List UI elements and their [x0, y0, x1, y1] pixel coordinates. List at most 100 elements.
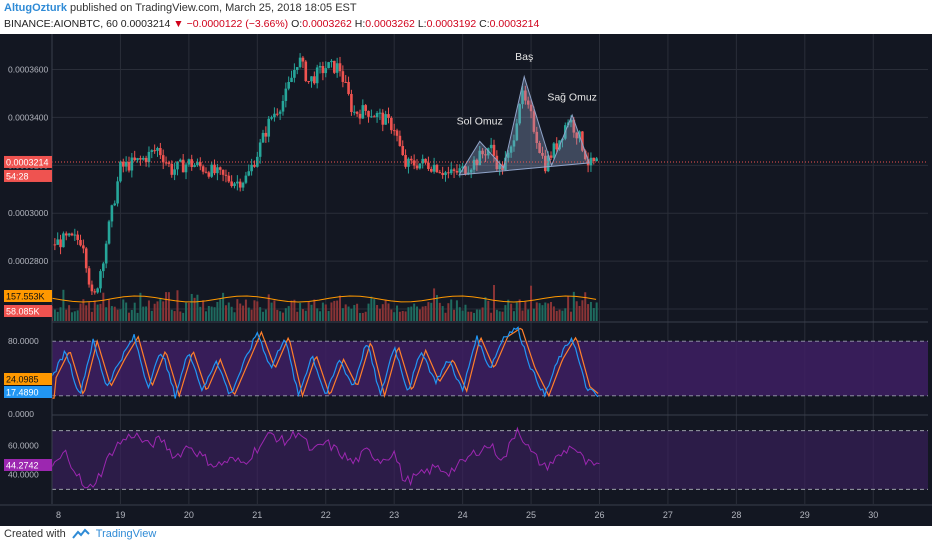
volume-bar: [581, 300, 584, 321]
volume-bar: [284, 308, 287, 321]
price-axis-background: [0, 34, 52, 504]
volume-bar: [336, 300, 339, 321]
candle-body: [170, 163, 174, 175]
volume-bar: [384, 299, 387, 321]
candle-body: [532, 111, 536, 132]
candle-body: [372, 116, 376, 118]
volume-bar: [219, 299, 222, 321]
candle-body: [298, 57, 302, 68]
volume-bar: [316, 308, 319, 321]
candle-body: [427, 162, 430, 169]
candle-body: [281, 100, 285, 112]
candle-body: [526, 100, 530, 105]
volume-bar: [481, 307, 484, 321]
volume-bar: [475, 309, 478, 321]
candle-body: [144, 157, 148, 163]
candle-body: [230, 181, 233, 187]
candle-body: [341, 71, 345, 82]
change-value: −0.0000122 (−3.66%): [186, 18, 289, 30]
candle-body: [59, 239, 62, 248]
volume-bar: [564, 308, 567, 321]
candle-body: [589, 157, 593, 166]
volume-bar: [136, 312, 139, 321]
candle-body: [198, 162, 202, 167]
candle-body: [358, 113, 362, 119]
volume-bar: [156, 301, 159, 321]
volume-bar: [281, 312, 284, 321]
volume-bar: [179, 311, 182, 321]
volume-badge-text: 58.085K: [6, 307, 40, 317]
candle-body: [395, 130, 399, 136]
candle-body: [455, 170, 459, 173]
candle-body: [424, 158, 427, 163]
candle-body: [333, 60, 336, 73]
volume-bar: [145, 306, 148, 321]
candle-body: [469, 169, 473, 173]
volume-bar: [93, 300, 96, 321]
candle-body: [327, 62, 330, 69]
rsi-tick-label: 40.0000: [8, 470, 39, 480]
volume-bar: [130, 309, 133, 321]
volume-bar: [170, 309, 173, 321]
candle-body: [586, 159, 590, 166]
candle-body: [184, 164, 188, 173]
volume-bar: [264, 309, 267, 321]
volume-bar: [441, 306, 444, 321]
volume-bar: [90, 311, 93, 321]
candle-body: [284, 88, 288, 101]
volume-bar: [455, 300, 458, 321]
candle-body: [161, 155, 165, 163]
volume-bar: [430, 302, 433, 321]
volume-bar: [290, 300, 293, 321]
volume-bar: [224, 305, 227, 321]
candle-body: [381, 112, 385, 125]
volume-bar: [105, 307, 108, 321]
candle-body: [130, 157, 134, 171]
volume-bar: [153, 303, 156, 321]
candle-body: [96, 288, 99, 293]
tradingview-link[interactable]: TradingView: [95, 528, 157, 540]
candle-body: [572, 119, 576, 133]
time-tick-label: 21: [252, 510, 262, 520]
volume-bar: [390, 309, 393, 321]
volume-bar: [262, 311, 265, 321]
volume-bar: [256, 301, 259, 321]
candle-body: [181, 159, 185, 173]
chart-canvas[interactable]: Sol Omuz Baş Sağ Omuz 0.0003600 0.0003400 0.0…: [0, 34, 932, 526]
candle-body: [435, 164, 439, 173]
volume-bar: [259, 307, 262, 321]
author-link[interactable]: AltugOzturk: [4, 2, 67, 14]
candle-body: [156, 148, 159, 151]
volume-bar: [364, 311, 367, 321]
symbol-label: BINANCE:AIONBTC, 60: [4, 18, 118, 30]
volume-bar: [589, 301, 592, 321]
candle-body: [307, 81, 310, 83]
volume-bar: [470, 311, 473, 321]
time-axis-background: [0, 504, 932, 526]
volume-bar: [253, 300, 256, 321]
volume-bar: [167, 292, 170, 321]
volume-bar: [216, 301, 219, 321]
candle-body: [213, 164, 216, 174]
candle-body: [478, 150, 482, 166]
volume-bar: [222, 292, 225, 321]
volume-bar: [376, 305, 379, 321]
rsi-tick-label: 60.0000: [8, 440, 39, 450]
candle-body: [498, 164, 501, 170]
candle-body: [173, 169, 176, 175]
volume-bar: [242, 305, 245, 321]
volume-bar: [299, 302, 302, 321]
volume-bar: [162, 301, 165, 321]
volume-bar: [538, 303, 541, 321]
candle-body: [387, 114, 390, 118]
candle-body: [432, 164, 436, 172]
volume-bar: [398, 311, 401, 321]
candle-body: [475, 159, 479, 166]
volume-bar: [102, 292, 105, 321]
volume-bar: [378, 308, 381, 321]
candle-body: [324, 68, 328, 74]
candle-body: [421, 158, 425, 164]
candle-body: [364, 105, 367, 111]
candle-body: [133, 157, 136, 161]
volume-bar: [435, 295, 438, 321]
